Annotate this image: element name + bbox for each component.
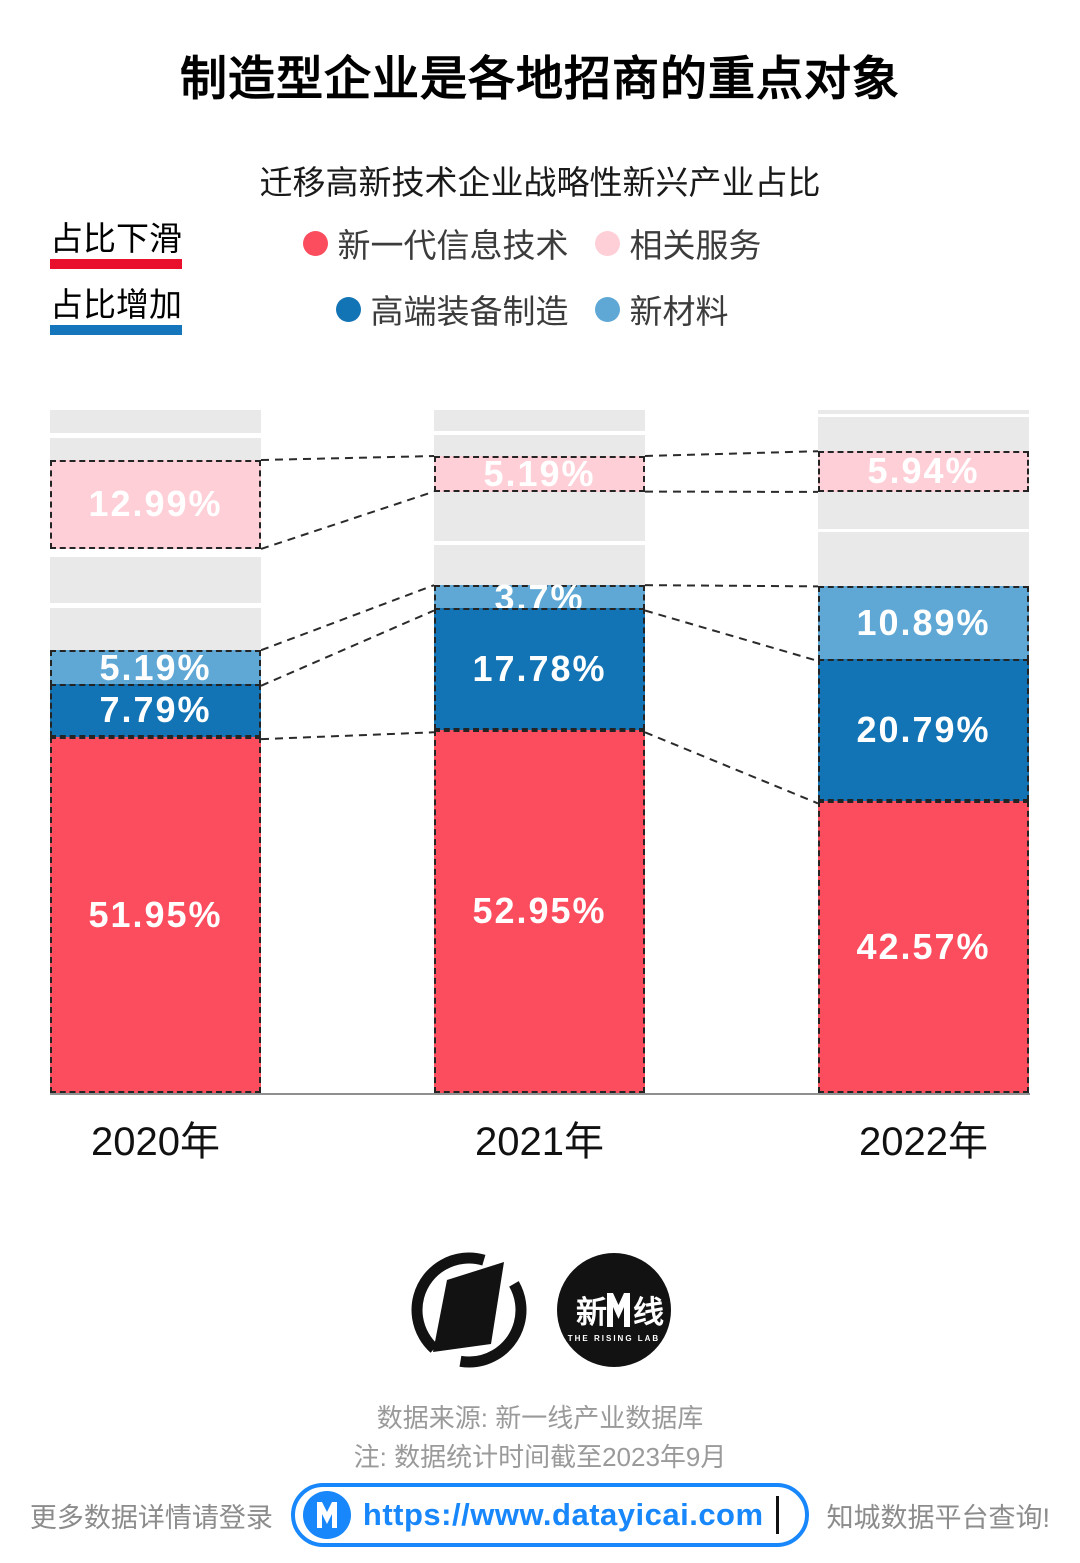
bar-segment-other: [434, 545, 645, 586]
logo-char-left: 新: [576, 1295, 607, 1330]
bar-segment-other: [50, 438, 261, 460]
legend-side-label-increase: 占比增加: [50, 286, 182, 335]
connector-line: [260, 731, 435, 741]
logo-en-text: THE RISING LAB: [568, 1334, 660, 1343]
bar-segment: 42.57%: [818, 801, 1029, 1093]
bar-segment: 5.19%: [50, 646, 261, 688]
bar-segment: 5.19%: [434, 452, 645, 494]
connector-line: [260, 609, 435, 687]
legend-dot-darkblue: [335, 296, 361, 322]
logo-char-right: 线: [633, 1295, 664, 1330]
text-cursor-icon: [775, 1496, 779, 1534]
segment-value-label: 5.19%: [99, 646, 212, 688]
logo-one-glyph: [607, 1293, 630, 1327]
logo-row: 新 线 THE RISING LAB: [0, 1248, 1080, 1372]
segment-value-label: 10.89%: [856, 602, 991, 644]
bar-segment-other: [434, 435, 645, 457]
connector-line: [260, 490, 435, 550]
bar-segment: 7.79%: [50, 683, 261, 738]
data-note-text: 注: 数据统计时间截至2023年9月: [353, 1442, 727, 1472]
datayicai-logo-icon: [302, 1491, 351, 1539]
segment-value-label: 42.57%: [856, 925, 991, 967]
bar-segment: 10.89%: [818, 586, 1029, 661]
legend-dot-lightblue: [594, 296, 620, 322]
segment-value-label: 17.78%: [472, 648, 607, 690]
legend-side-label-decline: 占比下滑: [50, 220, 182, 269]
footer-bar: 更多数据详情请登录 https://www.datayicai.com 知城数据…: [0, 1482, 1080, 1548]
rising-lab-logo-icon: 新 线 THE RISING LAB: [557, 1253, 671, 1367]
legend-item-label: 高端装备制造: [370, 293, 569, 330]
connector-line: [644, 609, 819, 662]
segment-value-label: 12.99%: [88, 483, 223, 525]
connector-line: [644, 450, 819, 458]
bar-2020年: 12.99% 5.19% 7.79% 51.95%: [50, 410, 261, 1095]
segment-value-label: 7.79%: [99, 689, 212, 731]
footer-left-text: 更多数据详情请登录: [29, 1502, 273, 1533]
data-source-text: 数据来源: 新一线产业数据库: [376, 1403, 704, 1433]
bar-segment-other: [50, 608, 261, 651]
bar-segment-other: [818, 416, 1029, 452]
segment-value-label: 52.95%: [472, 890, 607, 932]
stacked-bar-chart: 12.99% 5.19% 7.79% 51.95% 5.19% 3.7% 17.78% 52.…: [50, 410, 1030, 1095]
footer-right-text: 知城数据平台查询!: [826, 1502, 1051, 1533]
yicai-logo-icon: [411, 1252, 527, 1368]
legend-item-label: 新一代信息技术: [337, 227, 569, 264]
bar-segment-other: [818, 491, 1029, 529]
connector-line: [644, 584, 819, 588]
connector-line: [644, 731, 819, 805]
legend-item-label: 新材料: [629, 293, 729, 330]
connector-line: [260, 455, 435, 462]
page-title: 制造型企业是各地招商的重点对象: [180, 52, 900, 105]
bar-segment: 3.7%: [434, 579, 645, 615]
legend-dot-red: [302, 230, 328, 256]
url-pill[interactable]: https://www.datayicai.com: [290, 1483, 809, 1547]
legend-row-decline: 占比下滑 新一代信息技术 相关服务: [0, 220, 1080, 269]
bar-segment-other: [434, 410, 645, 432]
bar-segment-other: [434, 491, 645, 542]
bar-segment-other: [50, 557, 261, 604]
x-axis-line: [50, 1093, 1030, 1095]
legend-item-label: 相关服务: [629, 227, 762, 264]
bar-segment-other: [50, 410, 261, 434]
url-text[interactable]: https://www.datayicai.com: [362, 1497, 764, 1532]
bar-segment: 51.95%: [50, 737, 261, 1093]
segment-value-label: 51.95%: [88, 893, 223, 935]
bar-segment: 20.79%: [818, 658, 1029, 802]
legend-items-increase: 高端装备制造 新材料: [0, 286, 1080, 332]
connector-line: [260, 584, 435, 652]
chart-subtitle: 迁移高新技术企业战略性新兴产业占比: [259, 164, 821, 201]
segment-value-label: 5.19%: [483, 452, 596, 494]
bar-segment: 5.94%: [818, 451, 1029, 492]
segment-value-label: 20.79%: [856, 708, 991, 750]
bar-2022年: 5.94% 10.89% 20.79% 42.57%: [818, 410, 1029, 1095]
legend-dot-pink: [594, 230, 620, 256]
bar-2021年: 5.19% 3.7% 17.78% 52.95%: [434, 410, 645, 1095]
bar-segment-other: [818, 410, 1029, 414]
legend-items-decline: 新一代信息技术 相关服务: [0, 220, 1080, 266]
legend-row-increase: 占比增加 高端装备制造 新材料: [0, 286, 1080, 335]
segment-value-label: 5.94%: [867, 450, 980, 492]
x-axis-label: 2022年: [859, 1120, 988, 1164]
bar-segment-other: [818, 531, 1029, 587]
x-axis-label: 2020年: [91, 1120, 220, 1164]
bar-segment: 52.95%: [434, 730, 645, 1093]
bar-segment: 12.99%: [50, 460, 261, 549]
bar-segment: 17.78%: [434, 608, 645, 731]
x-axis-label: 2021年: [475, 1120, 604, 1164]
